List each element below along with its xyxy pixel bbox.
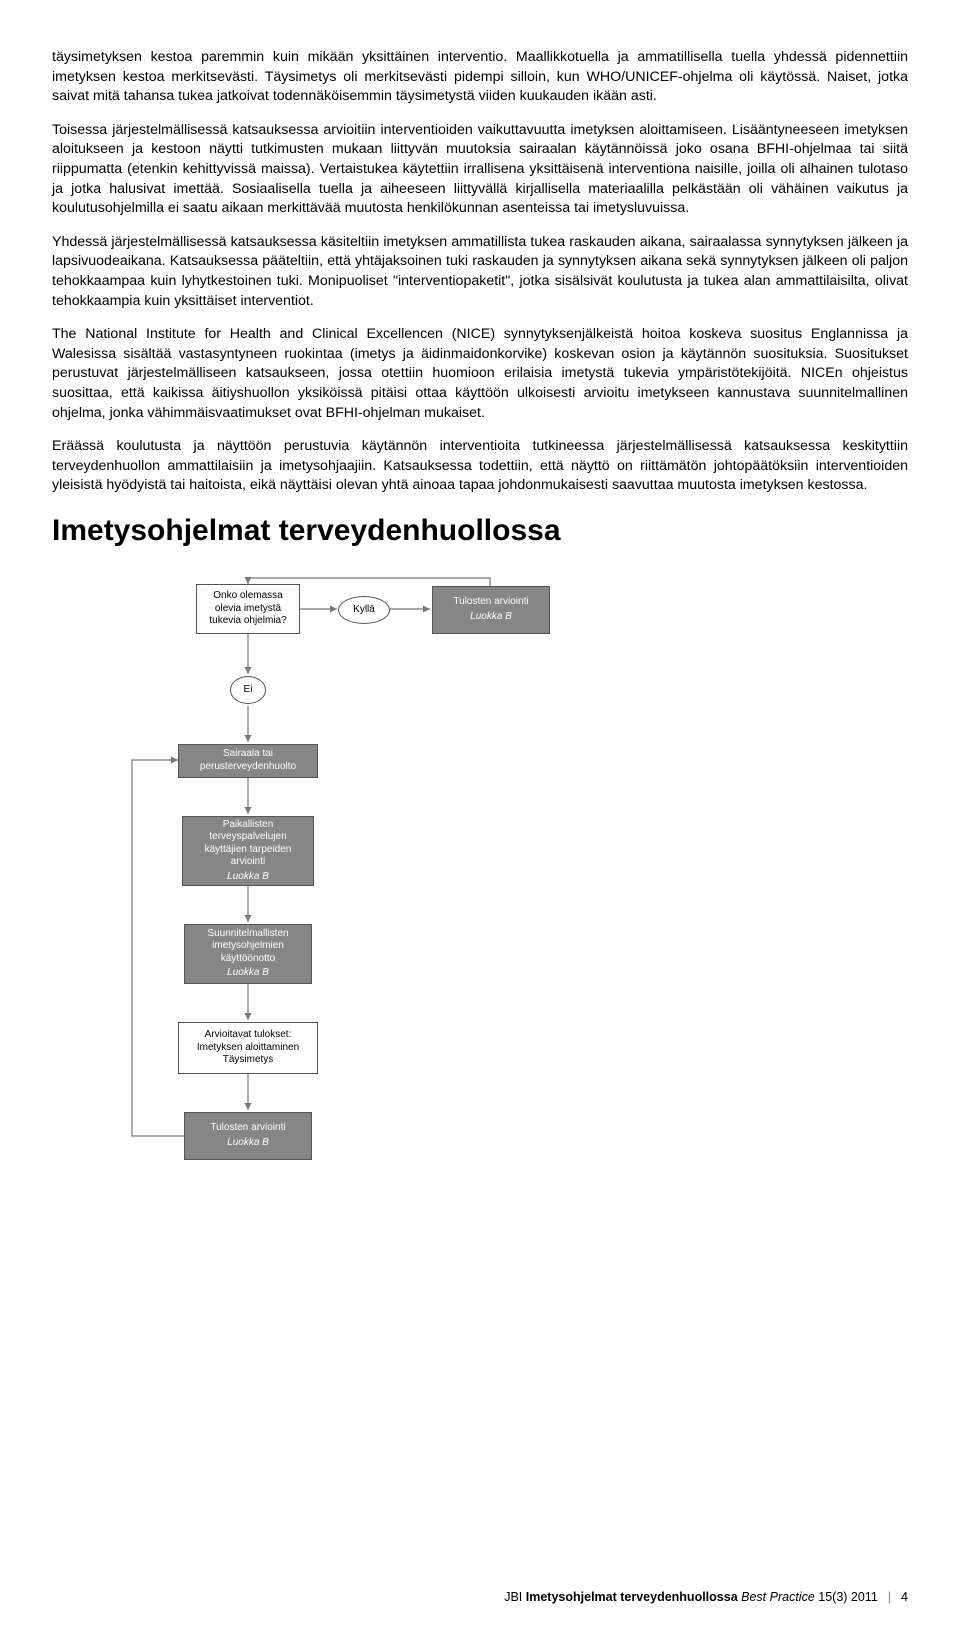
flow-node-needs-l2: terveyspalvelujen: [209, 831, 286, 844]
flow-node-eval-bottom-l1: Tulosten arviointi: [210, 1122, 285, 1135]
flow-node-implement-sub: Luokka B: [227, 967, 269, 980]
flow-node-question-l2: olevia imetystä: [215, 603, 281, 616]
flow-node-implement-l2: imetysohjelmien: [212, 940, 284, 953]
flow-node-question: Onko olemassa olevia imetystä tukevia oh…: [196, 584, 300, 634]
paragraph-1: täysimetyksen kestoa paremmin kuin mikää…: [52, 48, 908, 107]
flow-node-needs: Paikallisten terveyspalvelujen käyttäjie…: [182, 816, 314, 886]
footer-title: Imetysohjelmat terveydenhuollossa: [526, 1590, 738, 1604]
footer-issue: 15(3) 2011: [815, 1590, 878, 1604]
flow-branch-yes-label: Kyllä: [353, 604, 375, 615]
flow-node-needs-l4: arviointi: [231, 856, 265, 869]
paragraph-3: Yhdessä järjestelmällisessä katsauksessa…: [52, 233, 908, 311]
paragraph-5: Eräässä koulutusta ja näyttöön perustuvi…: [52, 437, 908, 496]
footer-separator: |: [888, 1590, 891, 1604]
flow-node-question-l3: tukevia ohjelmia?: [209, 615, 286, 628]
flow-node-outcomes-l1: Arvioitavat tulokset:: [205, 1029, 292, 1042]
flow-node-eval-top-l1: Tulosten arviointi: [453, 596, 528, 609]
flow-node-eval-top-sub: Luokka B: [470, 611, 512, 624]
flow-branch-no-label: Ei: [244, 684, 253, 695]
footer-series: Best Practice: [738, 1590, 815, 1604]
flowchart: Onko olemassa olevia imetystä tukevia oh…: [112, 576, 592, 1216]
flow-node-implement: Suunnitelmallisten imetysohjelmien käytt…: [184, 924, 312, 984]
paragraph-4: The National Institute for Health and Cl…: [52, 325, 908, 423]
flow-node-eval-bottom: Tulosten arviointi Luokka B: [184, 1112, 312, 1160]
flow-node-outcomes: Arvioitavat tulokset: Imetyksen aloittam…: [178, 1022, 318, 1074]
flow-node-eval-top: Tulosten arviointi Luokka B: [432, 586, 550, 634]
flow-node-setting-l2: perusterveydenhuolto: [200, 761, 296, 774]
flow-node-setting: Sairaala tai perusterveydenhuolto: [178, 744, 318, 778]
flow-node-implement-l1: Suunnitelmallisten: [207, 928, 288, 941]
section-heading: Imetysohjelmat terveydenhuollossa: [52, 514, 908, 548]
flow-node-outcomes-l2: Imetyksen aloittaminen: [197, 1042, 299, 1055]
flow-node-question-l1: Onko olemassa: [213, 590, 282, 603]
page-footer: JBI Imetysohjelmat terveydenhuollossa Be…: [504, 1590, 908, 1604]
flow-node-outcomes-l3: Täysimetys: [223, 1054, 274, 1067]
flowchart-container: Onko olemassa olevia imetystä tukevia oh…: [52, 576, 908, 1216]
flow-branch-yes: Kyllä: [338, 596, 390, 624]
flow-node-setting-l1: Sairaala tai: [223, 748, 273, 761]
flow-node-needs-l3: käyttäjien tarpeiden: [205, 844, 292, 857]
flow-branch-no: Ei: [230, 676, 266, 704]
flow-node-implement-l3: käyttöönotto: [221, 953, 275, 966]
flow-node-needs-l1: Paikallisten: [223, 819, 274, 832]
footer-page-number: 4: [901, 1590, 908, 1604]
paragraph-2: Toisessa järjestelmällisessä katsauksess…: [52, 121, 908, 219]
flow-node-needs-sub: Luokka B: [227, 871, 269, 884]
flow-node-eval-bottom-sub: Luokka B: [227, 1137, 269, 1150]
footer-prefix: JBI: [504, 1590, 526, 1604]
